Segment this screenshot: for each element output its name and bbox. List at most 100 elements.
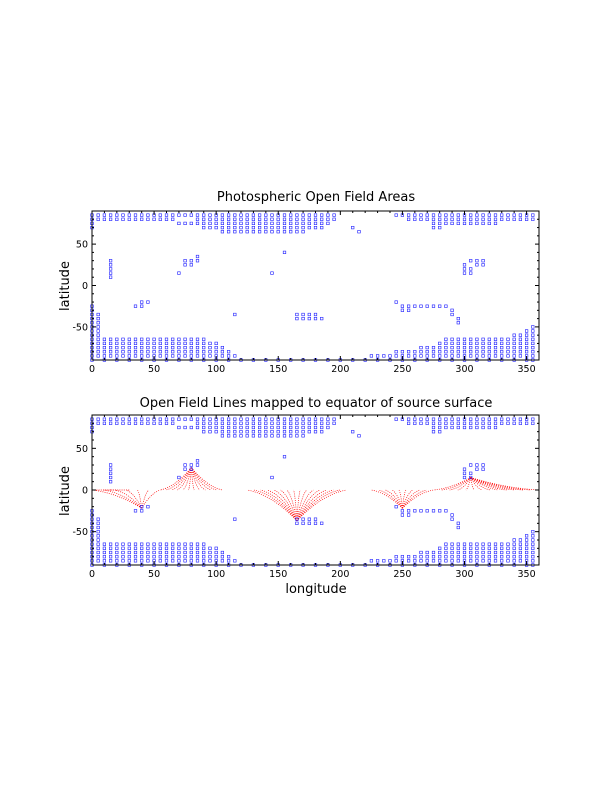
open-field-marker (133, 550, 138, 555)
open-field-marker (195, 254, 200, 259)
open-field-marker (475, 337, 479, 341)
open-field-marker (531, 559, 535, 563)
open-field-marker (270, 230, 274, 234)
open-field-marker (109, 213, 113, 217)
open-field-marker (456, 525, 460, 530)
open-field-marker (189, 337, 193, 341)
open-field-marker (233, 226, 237, 230)
open-field-marker (227, 354, 231, 358)
open-field-marker (109, 417, 113, 421)
open-field-marker (394, 417, 398, 421)
open-field-marker (276, 434, 280, 438)
open-field-marker (202, 350, 206, 354)
open-field-marker (518, 417, 522, 421)
x-tick-label: 300 (455, 364, 473, 375)
open-field-marker (450, 546, 454, 550)
open-field-marker (469, 337, 473, 341)
field-line (260, 489, 298, 521)
open-field-marker (431, 425, 436, 430)
open-field-marker (233, 230, 237, 234)
open-field-marker (109, 259, 113, 263)
field-line (165, 467, 192, 491)
open-field-marker (183, 425, 187, 430)
open-field-marker (475, 354, 479, 358)
open-field-marker (214, 430, 218, 434)
open-field-marker (109, 350, 113, 354)
open-field-marker (152, 555, 156, 559)
open-field-marker (158, 217, 162, 221)
open-field-marker (202, 337, 206, 341)
panel2-markers (90, 417, 535, 567)
open-field-marker (487, 341, 491, 346)
open-field-marker (524, 341, 529, 346)
open-field-marker (140, 555, 144, 559)
open-field-marker (469, 475, 473, 480)
open-field-marker (406, 559, 411, 563)
open-field-marker (431, 226, 436, 230)
panel1-ylabel: latitude (58, 261, 73, 311)
open-field-marker (394, 300, 398, 304)
open-field-marker (140, 509, 144, 513)
open-field-marker (96, 333, 100, 337)
open-field-marker (289, 430, 293, 434)
open-field-marker (109, 546, 113, 550)
open-field-marker (177, 341, 181, 346)
open-field-marker (444, 417, 448, 421)
open-field-marker (276, 421, 280, 425)
open-field-marker (313, 421, 318, 425)
open-field-marker (450, 421, 454, 425)
open-field-marker (332, 213, 336, 217)
open-field-marker (531, 213, 535, 217)
field-line (470, 477, 491, 491)
open-field-marker (531, 345, 535, 350)
open-field-marker (102, 550, 106, 555)
open-field-marker (425, 555, 429, 559)
open-field-marker (195, 221, 200, 226)
open-field-marker (531, 538, 535, 542)
open-field-marker (146, 354, 150, 358)
open-field-marker (313, 221, 318, 226)
open-field-marker (500, 542, 504, 546)
open-field-marker (332, 417, 336, 421)
open-field-marker (518, 538, 522, 542)
open-field-marker (133, 559, 138, 563)
open-field-marker (264, 421, 268, 425)
open-field-marker (164, 550, 169, 555)
open-field-marker (301, 434, 305, 438)
open-field-marker (282, 430, 287, 434)
open-field-marker (444, 542, 448, 546)
open-field-marker (227, 434, 231, 438)
open-field-marker (127, 542, 131, 546)
open-field-marker (301, 421, 305, 425)
open-field-marker (146, 350, 150, 354)
open-field-marker (301, 213, 305, 217)
open-field-marker (270, 217, 274, 221)
open-field-marker (140, 421, 144, 425)
x-tick-label: 100 (207, 364, 225, 375)
x-tick-label: 50 (148, 569, 160, 580)
open-field-marker (431, 213, 436, 217)
field-line (402, 489, 420, 509)
open-field-marker (257, 226, 262, 230)
y-tick-label: 0 (82, 281, 88, 292)
open-field-marker (171, 341, 175, 346)
open-field-marker (96, 213, 100, 217)
open-field-marker (282, 221, 287, 226)
open-field-marker (233, 434, 237, 438)
open-field-marker (289, 434, 293, 438)
open-field-marker (518, 546, 522, 550)
open-field-marker (195, 555, 200, 559)
open-field-marker (208, 217, 212, 221)
open-field-marker (133, 417, 138, 421)
open-field-marker (220, 421, 225, 425)
open-field-marker (481, 550, 485, 555)
open-field-marker (202, 213, 206, 217)
x-tick-label: 300 (455, 569, 473, 580)
open-field-marker (96, 421, 100, 425)
open-field-marker (493, 217, 498, 221)
open-field-marker (189, 467, 193, 471)
open-field-marker (146, 559, 150, 563)
open-field-marker (518, 345, 522, 350)
open-field-marker (351, 226, 355, 230)
open-field-marker (413, 559, 417, 563)
